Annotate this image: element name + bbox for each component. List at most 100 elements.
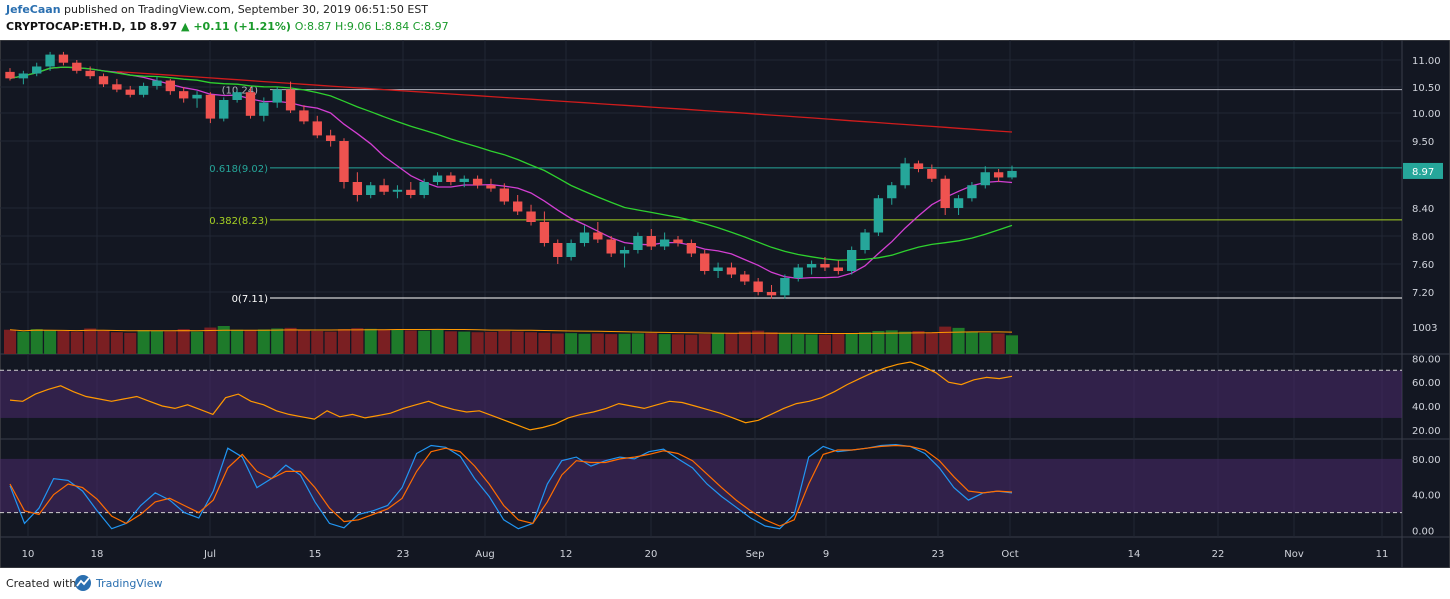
volume-bar [137,330,150,354]
candle-body [766,292,777,296]
fib-level-label: (10.24) [222,86,259,97]
candle-body [486,185,496,189]
candle-body [379,185,389,192]
volume-bar [645,333,658,354]
candle-body [940,178,950,208]
price-chart[interactable]: (10.24)0.618(9.02)0.382(8.23)0(7.11) 10 1… [0,40,1450,568]
volume-bar [525,332,538,354]
volume-bar [899,331,912,354]
candle-body [780,278,790,296]
candle-body [58,54,69,63]
stoch-band [0,458,1402,513]
candle-body [152,80,162,86]
candle-body [806,264,817,268]
volume-bar [859,332,872,354]
volume-bar [511,331,524,354]
grid-lines [0,40,1402,537]
fib-level-label: 0(7.11) [232,294,269,305]
candle-body [673,239,683,243]
candle-body [205,94,216,119]
volume-bar [217,326,230,354]
volume-bar [311,330,324,354]
candle-body [125,89,135,95]
volume-bar [712,333,725,354]
volume-bar [17,331,30,354]
volume-bar [231,329,244,354]
volume-bar [605,334,618,354]
y-tick-label: 11.00 [1412,56,1441,67]
volume-bar [618,333,631,354]
candle-body [953,198,964,208]
candle-body [633,236,643,250]
volume-bar [498,330,511,354]
y-tick-label: 7.20 [1412,288,1434,299]
fib-level-label: 0.618(9.02) [209,164,268,175]
x-tick-label: 15 [309,549,322,560]
volume-bar [591,333,604,354]
volume-bar [965,331,978,354]
candle-body [5,71,15,79]
tradingview-brand[interactable]: TradingView [96,577,163,590]
volume-bar [44,330,57,354]
rsi-y-tick-label: 40.00 [1412,402,1441,413]
change-value: ▲ +0.11 (+1.21%) [181,20,291,33]
candle-body [366,185,376,195]
volume-bar [778,332,791,354]
candle-body [285,89,296,111]
candle-body [179,91,189,99]
candle-body [593,232,603,240]
volume-bar [725,332,738,354]
x-tick-label: 9 [823,549,829,560]
volume-bar [444,331,457,354]
candle-body [165,80,175,92]
volume-bar [685,334,698,354]
stoch-y-tick-label: 0.00 [1412,527,1434,538]
candle-body [85,70,95,77]
candle-body [192,94,202,99]
ma-long-line [116,70,1013,133]
volume-bar [110,332,123,354]
volume-bar [150,330,163,354]
symbol-info: CRYPTOCAP:ETH.D, 1D 8.97 ▲ +0.11 (+1.21%… [6,20,449,33]
candle-body [499,188,509,202]
x-tick-label: Nov [1284,549,1304,560]
candle-body [873,198,884,233]
stoch-d-line [9,444,1013,527]
candle-body [539,222,550,243]
candle-body [726,267,737,275]
x-tick-label: 23 [932,549,945,560]
volume-bar [337,329,351,354]
candle-body [513,201,523,212]
publish-date: published on TradingView.com, September … [60,3,429,16]
volume-bar [671,334,685,354]
volume-tag [1403,319,1443,335]
volume-bar [391,329,404,354]
x-tick-label: 14 [1128,549,1141,560]
volume-bar [885,330,898,354]
volume-bar [658,334,671,354]
volume-bar [418,330,431,354]
candle-body [18,73,29,79]
volume-value-label: 1003 [1412,323,1437,334]
volume-bar [351,328,364,354]
candle-body [32,66,42,74]
volume-bar [57,330,70,354]
volume-bar [631,333,644,354]
candle-body [272,89,282,103]
volume-bar [1005,335,1019,354]
y-tick-label: 9.50 [1412,137,1434,148]
x-tick-label: Jul [203,549,216,560]
stoch-y-tick-label: 40.00 [1412,491,1441,502]
candle-body [700,253,710,271]
candle-body [553,243,563,257]
volume-bar [872,330,885,354]
y-tick-label: 8.40 [1412,204,1434,215]
volume-bar [792,334,805,354]
fib-level-label: 0.382(8.23) [209,216,268,227]
candle-body [1007,170,1017,178]
candle-body [980,172,990,186]
author-link[interactable]: JefeCaan [6,3,61,16]
candle-body [419,182,429,195]
tradingview-logo-icon [75,575,91,591]
x-tick-label: 23 [397,549,410,560]
